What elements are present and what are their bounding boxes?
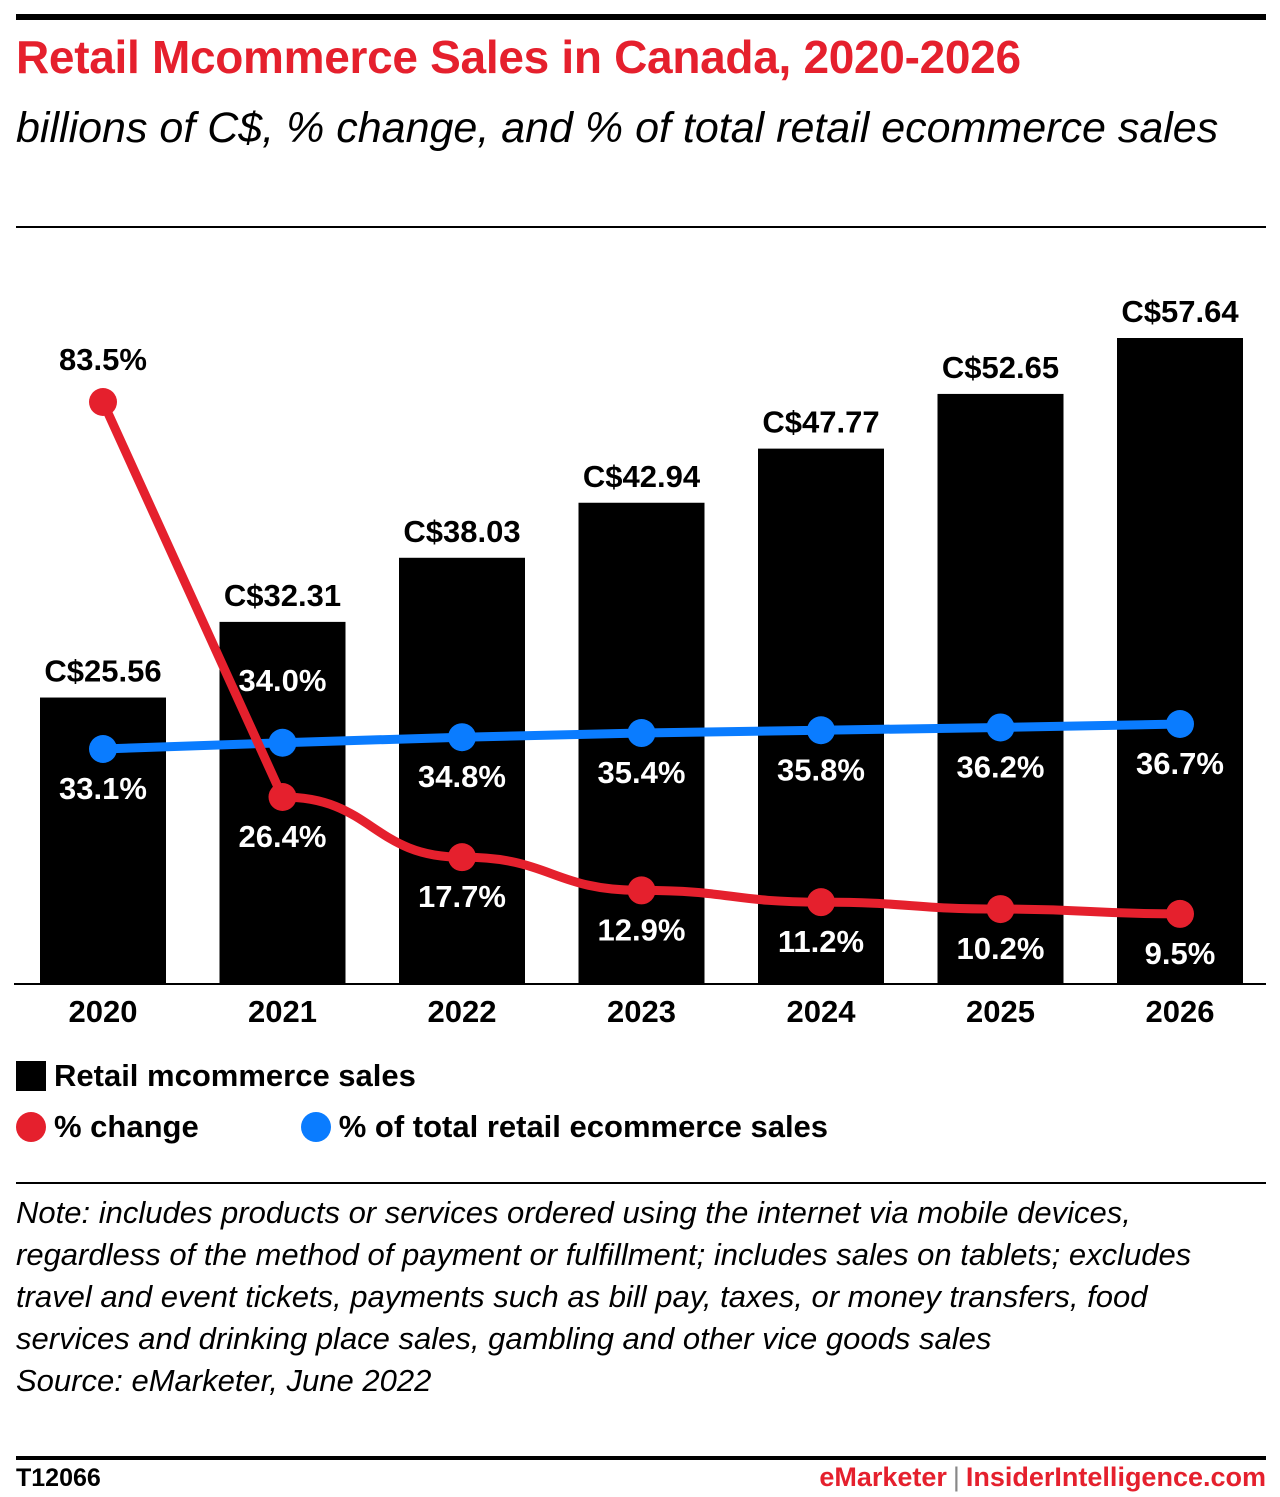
- share-value-label-2021: 34.0%: [239, 663, 327, 698]
- labels-layer: C$25.56 2020 C$32.31 2021 C$38.03 2022 C$42.94…: [44, 294, 1239, 1029]
- legend-swatch-change: [16, 1112, 46, 1142]
- bar-2022: [399, 557, 525, 984]
- change-value-label-2021: 26.4%: [239, 819, 327, 854]
- lines-layer: [89, 388, 1194, 928]
- change-point-2026: [1166, 899, 1194, 928]
- change-point-2020: [89, 388, 117, 416]
- share-point-2021: [268, 728, 297, 757]
- legend-item-change: % change: [16, 1109, 199, 1145]
- x-tick-label-2023: 2023: [607, 994, 676, 1029]
- change-value-label-2024: 11.2%: [778, 924, 864, 959]
- legend-row-2: % change % of total retail ecommerce sal…: [16, 1107, 828, 1147]
- top-rule: [16, 14, 1266, 20]
- share-value-label-2025: 36.2%: [957, 749, 1045, 784]
- change-value-label-2022: 17.7%: [418, 879, 506, 914]
- legend-row-1: Retail mcommerce sales: [16, 1056, 416, 1096]
- x-tick-label-2021: 2021: [248, 994, 317, 1029]
- share-point-2022: [448, 723, 476, 752]
- bar-value-label-2026: C$57.64: [1121, 294, 1239, 329]
- change-point-2023: [627, 876, 656, 905]
- share-point-2024: [807, 716, 835, 745]
- share-point-2026: [1166, 710, 1194, 738]
- notes: Note: includes products or services orde…: [16, 1192, 1266, 1402]
- footer-brand-name: eMarketer: [819, 1462, 947, 1492]
- x-tick-label-2020: 2020: [69, 994, 138, 1029]
- share-value-label-2022: 34.8%: [418, 759, 506, 794]
- footer-site: InsiderIntelligence.com: [965, 1462, 1266, 1492]
- bar-2025: [937, 393, 1064, 984]
- legend-label-change: % change: [54, 1109, 199, 1144]
- share-point-2025: [986, 713, 1015, 742]
- change-value-label-2023: 12.9%: [598, 912, 686, 947]
- footer-chart-id: T12066: [16, 1464, 101, 1492]
- legend-swatch-share: [300, 1112, 331, 1142]
- note-text: Note: includes products or services orde…: [16, 1195, 1192, 1356]
- notes-rule: [16, 1182, 1266, 1184]
- change-value-label-2026: 9.5%: [1145, 936, 1216, 971]
- bar-value-label-2025: C$52.65: [942, 350, 1059, 385]
- footer-brand: eMarketer | InsiderIntelligence.com: [819, 1462, 1266, 1493]
- legend-item-bar: Retail mcommerce sales: [16, 1058, 416, 1094]
- change-value-label-2025: 10.2%: [957, 931, 1045, 966]
- footer-rule: [16, 1456, 1266, 1460]
- change-point-2024: [807, 888, 835, 917]
- x-tick-label-2025: 2025: [966, 994, 1035, 1029]
- x-tick-label-2022: 2022: [428, 994, 497, 1029]
- bar-value-label-2024: C$47.77: [762, 405, 879, 440]
- change-value-label-2020: 83.5%: [59, 342, 147, 377]
- x-tick-label-2024: 2024: [787, 994, 857, 1029]
- bar-value-label-2022: C$38.03: [403, 514, 520, 549]
- change-line: [98, 400, 1181, 919]
- share-value-label-2023: 35.4%: [598, 755, 686, 790]
- share-point-2023: [627, 719, 656, 748]
- legend-swatch-bar: [16, 1061, 46, 1091]
- source-text: Source: eMarketer, June 2022: [16, 1363, 432, 1398]
- share-value-label-2026: 36.7%: [1136, 746, 1224, 781]
- footer-separator: |: [952, 1462, 960, 1492]
- legend-label-share: % of total retail ecommerce sales: [338, 1109, 829, 1144]
- bar-value-label-2020: C$25.56: [44, 654, 161, 689]
- bar-value-label-2023: C$42.94: [583, 459, 701, 494]
- share-value-label-2020: 33.1%: [59, 771, 147, 806]
- title-rule: [16, 226, 1266, 228]
- legend-label-bar: Retail mcommerce sales: [54, 1058, 416, 1093]
- share-point-2020: [89, 735, 117, 763]
- x-tick-label-2026: 2026: [1146, 994, 1215, 1029]
- chart-subtitle: billions of C$, % change, and % of total…: [16, 104, 1219, 152]
- change-point-2025: [986, 895, 1015, 924]
- chart-title: Retail Mcommerce Sales in Canada, 2020-2…: [16, 31, 1021, 83]
- combo-chart: C$25.56 2020 C$32.31 2021 C$38.03 2022 C$42.94…: [14, 294, 1266, 1029]
- change-point-2022: [448, 843, 476, 872]
- share-value-label-2024: 35.8%: [777, 752, 865, 787]
- legend-item-share: % of total retail ecommerce sales: [300, 1109, 829, 1145]
- bar-value-label-2021: C$32.31: [224, 578, 341, 613]
- change-point-2021: [268, 783, 297, 811]
- bar-2026: [1117, 338, 1243, 984]
